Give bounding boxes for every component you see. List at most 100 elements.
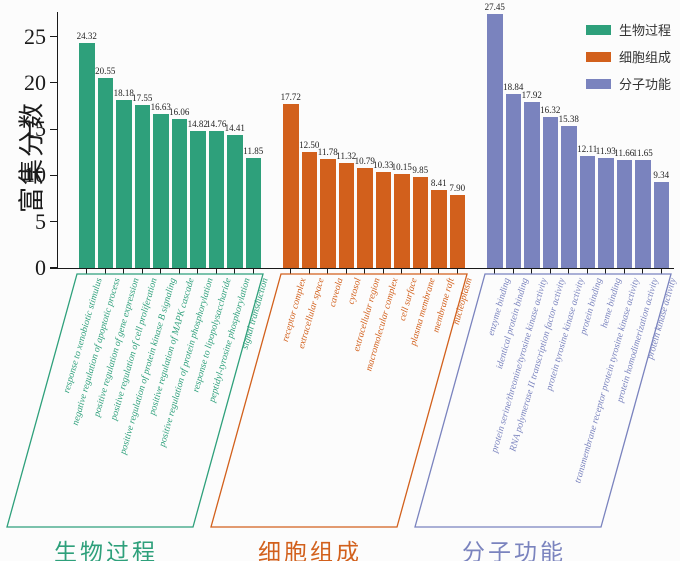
x-axis-line [57,268,674,270]
x-tick-mark [160,269,162,274]
group-label: 细胞组成 [258,540,362,561]
bar-value-label: 11.32 [336,151,357,162]
y-tick-mark [50,174,57,177]
y-tick-label: 15 [24,116,46,142]
x-tick-mark [419,269,421,274]
x-tick-mark [623,269,625,274]
bar-value-label: 17.72 [280,91,301,102]
bar-value-label: 17.55 [132,93,153,104]
bar-value-label: 16.63 [150,102,171,112]
x-tick-mark [178,269,180,274]
bar [338,163,354,268]
bar [227,134,243,268]
bar [449,194,465,268]
bar [357,168,373,268]
legend-swatch [586,51,611,62]
bar [245,158,261,268]
bar [505,93,521,268]
x-tick-mark [605,269,607,274]
bar [598,157,614,268]
bar [579,155,595,268]
bar [171,119,187,268]
bar [394,174,410,268]
bar [301,152,317,268]
bar-value-label: 10.79 [354,156,375,167]
x-tick-mark [104,269,106,274]
bar-value-label: 11.78 [317,146,338,157]
x-tick-mark [252,269,254,274]
bar [97,77,113,268]
bar-value-label: 17.92 [521,90,542,101]
bar-value-label: 10.33 [373,160,394,171]
x-tick-mark [327,269,329,274]
x-tick-mark [123,269,125,274]
y-tick-mark [50,267,57,269]
y-tick-mark [50,128,57,130]
x-tick-mark [234,269,236,274]
legend-row: 细胞组成 [586,47,671,66]
bar-value-label: 20.55 [95,65,116,76]
bar [412,176,428,268]
y-tick-label: 0 [35,255,46,280]
bar [561,125,577,268]
bar [524,102,540,268]
bar-value-label: 11.85 [243,146,264,157]
group-bracket [414,273,672,528]
bar-value-label: 27.45 [484,1,505,12]
x-tick-mark [456,269,458,274]
x-tick-mark [345,269,347,274]
legend-label: 细胞组成 [619,50,672,65]
bar-value-label: 11.65 [632,148,653,159]
x-tick-mark [197,269,199,274]
legend-row: 生物过程 [586,20,671,39]
bar [79,42,95,268]
bar [635,160,651,268]
bar [431,190,447,268]
bar-value-label: 12.11 [577,143,598,154]
bar-value-label: 14.76 [206,119,227,130]
legend-row: 分子功能 [586,74,671,93]
x-tick-mark [586,269,588,274]
x-tick-mark [512,269,514,274]
bar-value-label: 11.93 [595,145,616,156]
x-tick-mark [568,269,570,274]
bar-value-label: 8.41 [430,178,447,189]
y-tick-label: 5 [35,208,46,234]
legend: 生物过程细胞组成分子功能 [586,20,671,101]
bar-value-label: 18.84 [503,81,524,92]
bar [283,103,299,268]
legend-swatch [586,78,611,89]
bar [375,172,391,268]
y-tick-label: 10 [24,162,46,188]
bar-value-label: 15.38 [558,113,579,124]
x-tick-mark [215,269,217,274]
legend-swatch [586,24,611,35]
group-bracket [6,273,264,528]
group-label: 生物过程 [54,540,158,561]
x-tick-mark [86,269,88,274]
bar-value-label: 16.32 [540,104,561,115]
y-tick-label: 20 [24,69,46,95]
x-tick-mark [438,269,440,274]
bar-value-label: 14.82 [187,118,208,129]
bar [116,99,132,268]
x-tick-mark [642,269,644,274]
legend-label: 生物过程 [619,23,672,38]
x-tick-mark [141,269,143,274]
bar [616,160,632,268]
bar-value-label: 11.66 [614,148,635,159]
bar-value-label: 18.18 [113,87,134,98]
bar-value-label: 9.85 [412,164,429,175]
bar-value-label: 14.41 [224,122,245,133]
x-tick-mark [531,269,533,274]
bar [653,181,669,268]
y-tick-mark [50,35,57,38]
y-axis-line [57,12,59,268]
bar-value-label: 16.06 [169,107,190,118]
bar-value-label: 10.15 [391,162,412,172]
x-tick-mark [290,269,292,274]
group-label: 分子功能 [462,540,566,561]
x-tick-mark [308,269,310,274]
